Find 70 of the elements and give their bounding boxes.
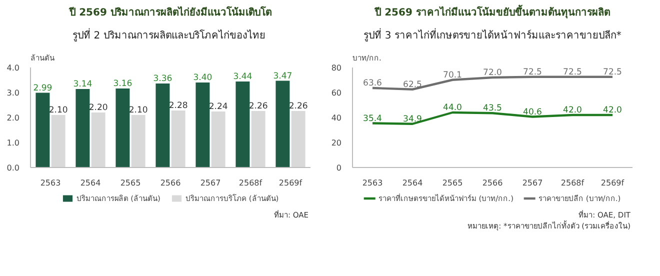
x-tick-label: 2568f xyxy=(238,178,262,188)
y-tick-label: 20 xyxy=(331,138,342,148)
data-label: 2.26 xyxy=(288,102,308,112)
y-tick-label: 0.0 xyxy=(6,164,20,172)
y-tick-label: 60 xyxy=(331,88,342,98)
data-label: 35.4 xyxy=(363,114,382,124)
data-label: 72.5 xyxy=(563,67,582,78)
data-label: 40.6 xyxy=(523,107,542,118)
chart-subtitle: รูปที่ 2 ปริมาณการผลิตและบริโภคไก่ของไทย xyxy=(72,28,266,42)
x-tick-label: 2565 xyxy=(120,178,141,188)
bar xyxy=(236,82,250,168)
data-label: 3.36 xyxy=(153,74,172,84)
bar xyxy=(131,115,146,168)
bar xyxy=(116,88,130,168)
x-tick-label: 2564 xyxy=(80,178,101,188)
bar xyxy=(36,92,50,168)
bar xyxy=(91,112,106,168)
bar xyxy=(156,84,170,168)
y-tick-label: 4.0 xyxy=(6,64,20,72)
data-label: 44.0 xyxy=(443,103,462,113)
data-label: 70.1 xyxy=(443,70,462,80)
data-label: 72.5 xyxy=(603,67,622,78)
data-label: 43.5 xyxy=(483,104,502,114)
x-tick-label: 2569f xyxy=(278,178,302,188)
data-label: 2.24 xyxy=(208,102,228,112)
bar xyxy=(51,115,66,168)
chart-subtitle: รูปที่ 3 ราคาไก่ที่เกษตรขายได้หน้าฟาร์มและราคาขายปลีก* xyxy=(364,28,622,42)
data-label: 3.14 xyxy=(73,80,92,90)
data-label: 2.10 xyxy=(48,106,68,116)
bar xyxy=(276,80,290,168)
x-tick-label: 2569f xyxy=(600,178,624,188)
data-label: 2.28 xyxy=(168,101,188,111)
bar xyxy=(291,111,306,168)
y-tick-label: 40 xyxy=(331,114,342,122)
data-label: 34.9 xyxy=(403,114,422,124)
x-tick-label: 2566 xyxy=(482,178,503,188)
x-tick-label: 2567 xyxy=(522,178,543,188)
x-tick-label: 2567 xyxy=(200,178,221,188)
y-tick-label: 2.0 xyxy=(6,114,20,122)
data-label: 2.26 xyxy=(248,102,268,112)
data-label: 72.5 xyxy=(523,67,542,78)
bar xyxy=(171,110,186,168)
data-label: 3.16 xyxy=(113,79,132,89)
data-label: 2.99 xyxy=(33,83,52,94)
y-tick-label: 0 xyxy=(336,164,342,172)
y-tick-label: 80 xyxy=(331,64,342,72)
bar xyxy=(196,82,210,168)
bar xyxy=(211,112,226,168)
bar xyxy=(76,89,90,168)
data-label: 3.44 xyxy=(233,72,252,82)
data-label: 2.10 xyxy=(128,106,148,116)
data-label: 42.0 xyxy=(603,106,622,116)
data-label: 63.6 xyxy=(363,78,382,88)
data-label: 3.40 xyxy=(193,73,212,83)
chart-title: ปี 2569 ปริมาณการผลิตไก่ยังมีแนวโน้มเติบโต xyxy=(68,6,272,18)
x-tick-label: 2564 xyxy=(402,178,423,188)
data-label: 3.47 xyxy=(273,71,292,82)
y-tick-label: 1.0 xyxy=(6,138,20,148)
chart-title: ปี 2569 ราคาไก่มีแนวโน้มขยับขึ้นตามต้นทุนการผลิต xyxy=(374,4,610,18)
data-label: 2.20 xyxy=(88,103,108,113)
x-tick-label: 2568f xyxy=(560,178,584,188)
x-tick-label: 2563 xyxy=(40,178,61,188)
x-tick-label: 2566 xyxy=(160,178,181,188)
data-label: 62.5 xyxy=(403,80,422,90)
bar xyxy=(251,111,266,168)
x-tick-label: 2565 xyxy=(442,178,463,188)
x-tick-label: 2563 xyxy=(362,178,383,188)
data-label: 42.0 xyxy=(563,106,582,116)
y-tick-label: 3.0 xyxy=(6,88,20,98)
data-label: 72.0 xyxy=(483,68,502,78)
